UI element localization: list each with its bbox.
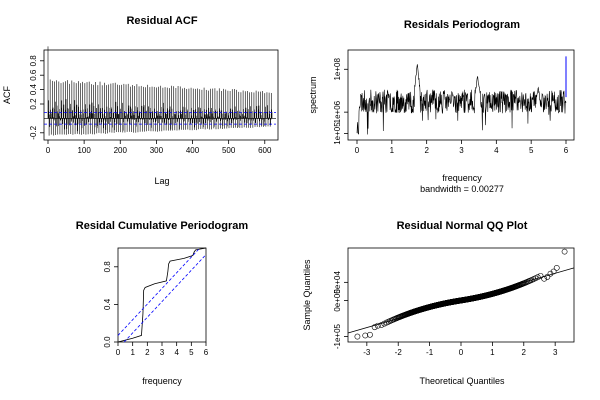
qq-title: Residual Normal QQ Plot [397, 220, 528, 232]
qq-x-tick-label: -2 [395, 348, 403, 357]
periodogram-line [356, 64, 567, 135]
acf-x-tick-label: 500 [222, 146, 236, 155]
periodogram-x-axis: 0 1 2 3 4 5 6 [355, 140, 569, 155]
qq-x-tick-label: -1 [426, 348, 434, 357]
cpgram-band-line [123, 254, 207, 343]
qq-y-tick-label: 0e+00 [333, 289, 342, 312]
qq-x-axis: -3 -2 -1 0 1 2 3 [363, 342, 558, 357]
periodogram-y-tick-label: 1e+08 [333, 58, 342, 81]
qq-point [547, 270, 554, 277]
cpgram-x-tick-label: 1 [130, 348, 135, 357]
qq-y-tick-label: -1e+05 [333, 323, 342, 349]
cpgram-plot-box [117, 247, 207, 343]
cpgram-y-tick-label: 0.0 [103, 336, 112, 348]
acf-x-label: Lag [154, 176, 169, 186]
acf-x-tick-label: 400 [186, 146, 200, 155]
qq-point [544, 274, 551, 280]
qq-y-tick-label: 5e+04 [333, 271, 342, 294]
qq-y-label: Sample Quantiles [302, 259, 312, 331]
cpgram-plot-area [117, 247, 207, 343]
cpgram-y-tick-label: 0.8 [103, 261, 112, 273]
periodogram-title: Residals Periodogram [404, 19, 520, 31]
acf-panel: Residual ACF 0 100 200 300 400 500 600 -0.2 0.2… [2, 15, 279, 186]
qq-plot-area [347, 248, 575, 340]
qq-point [354, 333, 361, 340]
acf-x-tick-label: 100 [77, 146, 91, 155]
cpgram-x-label: frequency [142, 376, 182, 386]
acf-plot-area [44, 46, 276, 136]
cpgram-x-tick-label: 5 [189, 348, 194, 357]
periodogram-x-tick-label: 3 [459, 146, 464, 155]
acf-y-tick-label: 0.8 [29, 55, 38, 67]
qq-x-tick-label: 2 [522, 348, 527, 357]
cpgram-x-tick-label: 3 [160, 348, 165, 357]
qq-x-tick-label: 3 [553, 348, 558, 357]
cpgram-x-tick-label: 4 [174, 348, 179, 357]
qq-x-label: Theoretical Quantiles [419, 376, 505, 386]
cpgram-band-line [117, 247, 201, 336]
acf-plot-box [43, 49, 279, 141]
acf-x-tick-label: 600 [258, 146, 272, 155]
periodogram-y-tick-label: 1e+06 [333, 100, 342, 123]
cpgram-y-axis: 0.0 0.4 0.8 [103, 261, 118, 348]
acf-x-axis: 0 100 200 300 400 500 600 [46, 140, 272, 155]
qq-plot-box [347, 247, 575, 343]
cpgram-title: Residal Cumulative Periodogram [76, 220, 249, 232]
qq-panel: Residual Normal QQ Plot -3 -2 -1 0 1 2 3 -1e+0… [302, 220, 575, 386]
acf-y-axis: -0.2 0.2 0.4 0.6 0.8 [29, 55, 44, 140]
periodogram-x-tick-label: 0 [355, 146, 360, 155]
acf-y-tick-label: -0.2 [29, 125, 38, 139]
acf-x-tick-label: 200 [114, 146, 128, 155]
acf-title: Residual ACF [126, 15, 197, 27]
qq-point [378, 322, 385, 328]
acf-y-tick-label: 0.4 [29, 83, 38, 95]
periodogram-x-tick-label: 2 [424, 146, 429, 155]
qq-point [561, 248, 568, 255]
periodogram-bandwidth: bandwidth = 0.00277 [420, 184, 504, 194]
periodogram-plot-area [356, 56, 567, 135]
cpgram-y-tick-label: 0.4 [103, 298, 112, 310]
periodogram-x-tick-label: 4 [494, 146, 499, 155]
acf-y-tick-label: 0.2 [29, 98, 38, 110]
periodogram-x-tick-label: 1 [390, 146, 395, 155]
qq-point [374, 322, 381, 329]
cpgram-x-tick-label: 2 [145, 348, 150, 357]
qq-point [541, 275, 548, 282]
acf-y-tick-label: 0.6 [29, 69, 38, 81]
qq-x-tick-label: -3 [363, 348, 371, 357]
cpgram-x-tick-label: 0 [116, 348, 121, 357]
acf-x-tick-label: 300 [150, 146, 164, 155]
cpgram-line [117, 247, 207, 343]
periodogram-y-label: spectrum [308, 76, 318, 113]
acf-x-tick-label: 0 [46, 146, 51, 155]
periodogram-x-tick-label: 6 [564, 146, 569, 155]
qq-point [362, 332, 369, 339]
qq-point [553, 264, 560, 271]
qq-point [537, 272, 544, 279]
qq-x-tick-label: 1 [490, 348, 495, 357]
periodogram-plot-box [347, 49, 575, 141]
periodogram-x-tick-label: 5 [529, 146, 534, 155]
qq-point [550, 268, 557, 275]
periodogram-y-tick-label: 1e+05 [333, 122, 342, 145]
qq-point [371, 324, 378, 331]
qq-point [367, 331, 373, 338]
periodogram-x-label: frequency [442, 173, 482, 183]
qq-x-tick-label: 0 [459, 348, 464, 357]
acf-y-label: ACF [2, 85, 12, 104]
qq-point [534, 274, 541, 281]
cpgram-x-tick-label: 6 [204, 348, 209, 357]
